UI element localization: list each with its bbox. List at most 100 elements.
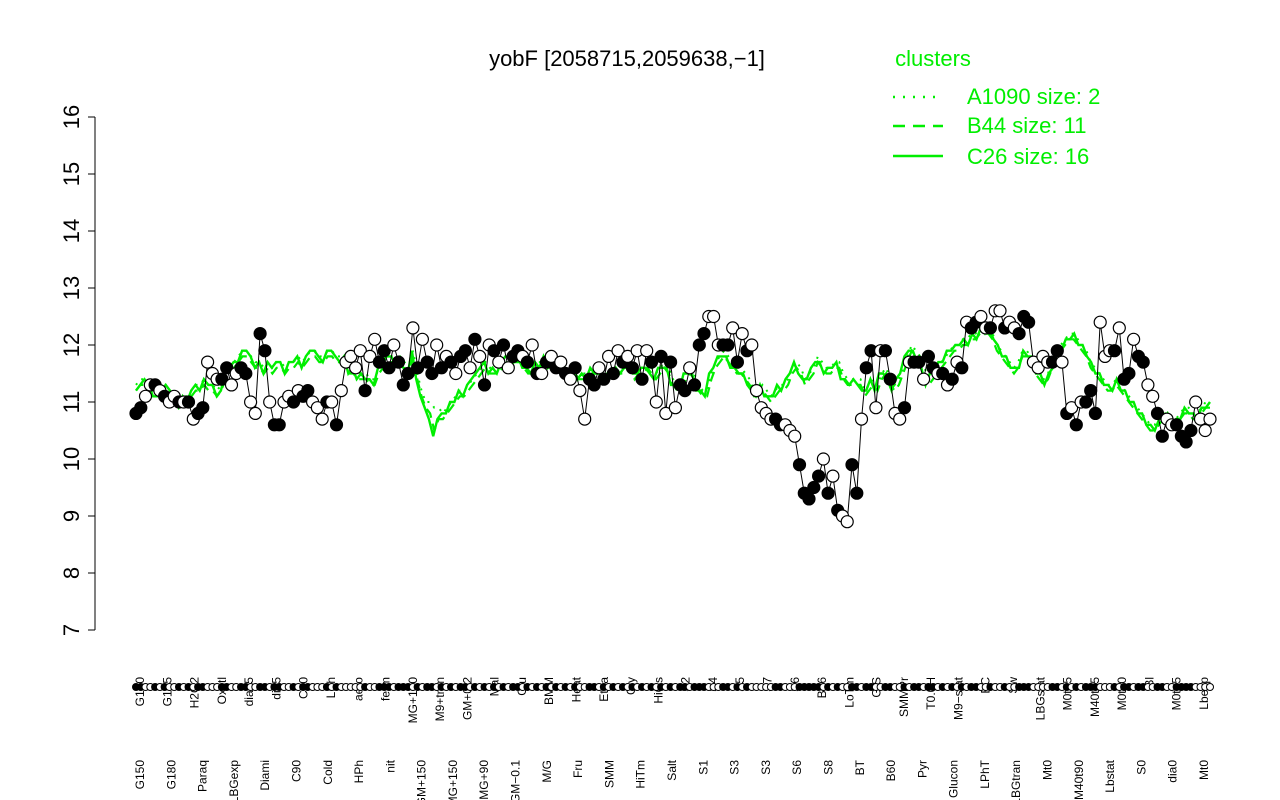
data-point-open (368, 332, 382, 346)
data-point-filled (897, 401, 912, 415)
x-tick-label: G150 (133, 677, 147, 707)
data-point-open (334, 384, 348, 398)
data-point-filled (520, 355, 535, 369)
x-tick-label: LBGexp (227, 760, 241, 800)
data-point-filled (468, 332, 482, 346)
data-point-filled (821, 486, 835, 500)
legend-label-b44: B44 size: 11 (967, 113, 1086, 138)
data-point-filled (496, 338, 511, 352)
data-point-filled (1155, 429, 1169, 443)
data-point-open (492, 355, 506, 369)
data-point-open (621, 349, 635, 363)
data-point-open (563, 372, 578, 386)
data-point-open (263, 395, 277, 409)
x-tick-label: BMM (542, 677, 556, 705)
data-point-open (363, 349, 377, 363)
y-tick-label: 13 (59, 276, 84, 300)
points-layer (129, 304, 1217, 529)
data-point-filled (377, 344, 391, 358)
x-tick-label: Fru (571, 760, 585, 778)
data-point-open (745, 338, 759, 352)
x-tick-label: Mt0 (1197, 760, 1211, 780)
data-point-filled (382, 361, 396, 375)
x-tick-label: GM+150 (415, 760, 429, 800)
y-tick-label: 11 (59, 391, 84, 414)
data-point-filled (181, 395, 196, 409)
data-point-open (463, 361, 477, 375)
data-point-filled (1122, 366, 1136, 381)
data-point-open (473, 349, 487, 363)
x-tick-label: SMM (602, 760, 616, 788)
data-point-filled (983, 321, 998, 335)
data-point-open (310, 401, 324, 415)
legend-label-a1090: A1090 size: 2 (967, 84, 1100, 109)
data-point-open (869, 401, 883, 415)
data-point-filled (644, 355, 659, 369)
data-point-filled (301, 384, 315, 398)
x-tick-label: M0t45 (1061, 677, 1075, 711)
x-tick-label: G150 (133, 760, 147, 790)
x-tick-label: nit (383, 759, 397, 772)
y-tick-label: 10 (59, 447, 84, 471)
x-tick-label: dia15 (242, 677, 256, 707)
data-point-filled (587, 378, 601, 392)
data-point-open (816, 452, 831, 466)
x-tick-label: S1 (696, 760, 710, 775)
data-point-open (706, 309, 721, 324)
data-point-filled (883, 372, 897, 386)
x-tick-label: HiTm (634, 760, 648, 789)
data-point-open (683, 361, 697, 375)
data-point-open (387, 338, 401, 352)
data-point-filled (802, 492, 816, 506)
data-point-open (138, 389, 153, 403)
data-point-filled (372, 355, 386, 369)
data-point-open (974, 309, 988, 324)
data-point-filled (921, 349, 936, 363)
data-point-open (726, 321, 740, 335)
data-point-filled (687, 378, 702, 392)
y-axis: 7 8 9 10 11 12 13 14 15 16 (59, 105, 95, 636)
data-point-filled (1107, 344, 1122, 358)
x-tick-label: LBGstat (1033, 676, 1047, 720)
data-point-open (535, 366, 549, 381)
data-point-filled (434, 361, 449, 375)
data-point-open (640, 344, 654, 358)
data-point-filled (654, 349, 668, 363)
x-tick-label: M9−stat (952, 676, 966, 720)
data-point-open (201, 355, 215, 369)
data-point-open (659, 406, 673, 420)
data-point-filled (811, 469, 826, 483)
x-tick-label: Mt0 (1041, 760, 1055, 780)
data-point-open (325, 395, 339, 409)
data-point-open (735, 327, 749, 341)
data-point-open (248, 406, 262, 420)
data-point-open (1064, 401, 1079, 415)
data-point-filled (945, 372, 959, 386)
data-point-filled (845, 458, 859, 472)
data-point-open (349, 361, 363, 375)
data-point-filled (568, 361, 582, 375)
data-point-filled (1169, 418, 1184, 432)
x-tick-label: LoTm (842, 677, 856, 708)
data-point-filled (912, 355, 926, 369)
data-point-open (525, 338, 539, 352)
data-point-filled (477, 378, 492, 392)
x-tick-label: M0t45 (1170, 677, 1184, 711)
data-point-filled (625, 361, 640, 375)
data-point-filled (396, 378, 410, 392)
data-point-open (668, 401, 683, 415)
data-point-filled (1136, 355, 1150, 369)
data-point-open (601, 349, 616, 363)
data-point-filled (487, 344, 501, 358)
data-point-filled (859, 361, 873, 375)
data-point-filled (401, 366, 415, 381)
data-point-open (749, 384, 764, 398)
x-tick-label: Lbstat (1103, 759, 1117, 792)
x-tick-label: GM+0.2 (460, 677, 474, 720)
data-point-filled (597, 372, 611, 386)
x-tick-label: M40t45 (1088, 677, 1102, 717)
data-point-open (344, 349, 358, 363)
x-tick-label: Lbexp (1197, 677, 1211, 710)
data-point-open (649, 395, 663, 409)
data-point-filled (635, 372, 649, 386)
